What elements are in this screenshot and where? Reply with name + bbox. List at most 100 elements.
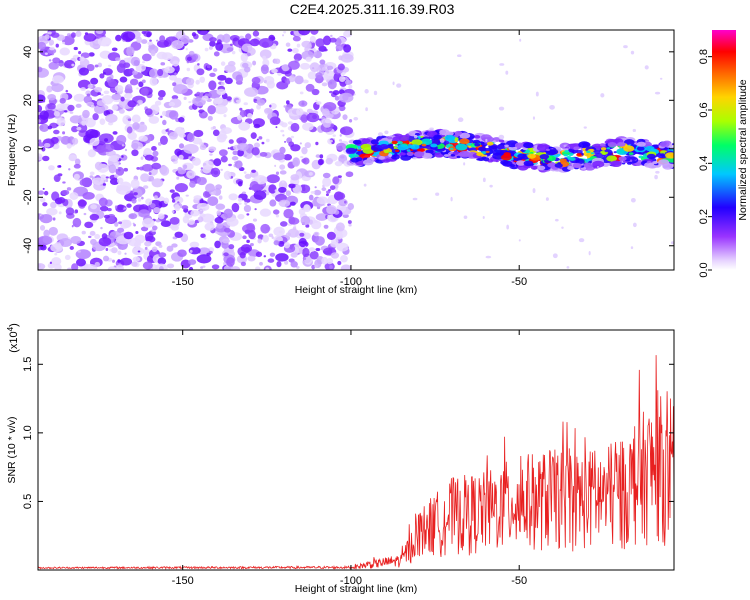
heatmap-cell <box>51 83 64 93</box>
heatmap-cell <box>659 141 670 148</box>
heatmap-cell <box>196 202 210 212</box>
heatmap-cell <box>246 239 250 243</box>
heatmap-cell <box>39 197 46 203</box>
heatmap-cell <box>176 176 180 180</box>
heatmap-cell <box>300 155 304 159</box>
heatmap-cell <box>251 169 256 173</box>
heatmap-cell <box>154 100 162 106</box>
heatmap-cell <box>284 140 286 143</box>
heatmap-cell <box>122 62 131 69</box>
snr-y-multiplier: (x104) <box>6 323 20 353</box>
heatmap-cell <box>80 87 86 92</box>
heatmap-cell <box>117 227 125 233</box>
snr-y-axis-label: SNR (10 * v/v) <box>6 416 18 483</box>
heatmap-cell <box>246 223 255 231</box>
heatmap-cell <box>115 166 125 176</box>
heatmap-cell <box>301 207 304 211</box>
heatmap-cell <box>46 207 58 216</box>
heatmap-cell <box>142 261 153 270</box>
heatmap-cell <box>348 84 353 89</box>
heatmap-cell <box>321 108 330 117</box>
heatmap-cell <box>147 41 154 46</box>
heatmap-cell <box>237 197 243 202</box>
heatmap-cell <box>128 222 132 226</box>
heatmap-cell <box>315 154 321 158</box>
heatmap-cell <box>65 207 75 216</box>
heatmap-cell <box>239 109 247 118</box>
heatmap-cell <box>305 83 315 92</box>
heatmap-cell <box>282 34 285 37</box>
heatmap-cell <box>206 252 211 256</box>
heatmap-cell <box>190 209 200 217</box>
heatmap-cell <box>353 117 359 121</box>
heatmap-cell <box>42 155 50 162</box>
heatmap-cell <box>159 135 168 146</box>
heatmap-cell <box>170 155 179 162</box>
heatmap-cell <box>133 188 143 199</box>
heatmap-cell <box>458 150 471 158</box>
snr-frame <box>37 329 675 571</box>
heatmap-cell <box>142 248 151 255</box>
heatmap-cell <box>200 167 204 170</box>
heatmap-cell <box>108 155 120 163</box>
heatmap-cell <box>78 67 90 76</box>
heatmap-cell <box>78 50 82 55</box>
heatmap-cell <box>230 266 241 270</box>
heatmap-cell <box>126 46 135 57</box>
heatmap-cell <box>302 79 309 84</box>
heatmap-cell <box>400 152 406 156</box>
heatmap-cell <box>83 263 98 270</box>
heatmap-cell <box>157 89 166 98</box>
heatmap-cell <box>348 223 352 227</box>
heatmap-cell <box>128 213 138 220</box>
heatmap-cell <box>151 162 162 170</box>
heatmap-cell <box>335 44 344 52</box>
heatmap-cell <box>87 83 93 89</box>
heatmap-cell <box>410 144 420 150</box>
heatmap-cell <box>296 266 300 269</box>
heatmap-cell <box>199 76 206 83</box>
heatmap-cell <box>91 177 104 186</box>
heatmap-cell <box>457 54 462 58</box>
heatmap-cell <box>212 67 218 72</box>
heatmap-cell <box>214 104 228 115</box>
heatmap-cell <box>38 190 45 196</box>
heatmap-cell <box>443 154 449 157</box>
heatmap-cell <box>166 263 175 269</box>
heatmap-cell <box>287 121 293 125</box>
heatmap-cell <box>545 197 549 201</box>
heatmap-cell <box>334 95 340 101</box>
heatmap-cell <box>53 111 60 117</box>
heatmap-cell <box>610 160 622 168</box>
heatmap-cell <box>249 38 260 47</box>
heatmap-cell <box>583 126 587 129</box>
heatmap-cell <box>482 216 485 219</box>
heatmap-cell <box>391 140 398 145</box>
heatmap-cell <box>430 143 438 148</box>
heatmap-cell <box>288 75 296 83</box>
heatmap-cell <box>127 100 137 108</box>
heatmap-cell <box>39 110 49 120</box>
heatmap-cell <box>94 161 103 171</box>
heatmap-cell <box>242 235 247 240</box>
colorbar-ticks: 0.0 0.2 0.4 0.6 0.8 <box>698 49 712 278</box>
heatmap-cell <box>236 137 247 145</box>
heatmap-cell <box>105 113 118 123</box>
heatmap-cell <box>94 233 101 240</box>
heatmap-cell <box>132 256 141 262</box>
heatmap-cell <box>301 158 307 163</box>
heatmap-cell <box>527 153 536 159</box>
heatmap-cell <box>635 162 642 166</box>
heatmap-cell <box>360 143 372 150</box>
heatmap-cell <box>107 160 114 166</box>
heatmap-cell <box>42 202 48 207</box>
heatmap-cell <box>546 155 557 162</box>
heatmap-cell <box>561 226 564 229</box>
heatmap-cell <box>120 257 133 266</box>
heatmap-cell <box>292 36 301 42</box>
heatmap-cell <box>186 67 191 72</box>
heatmap-cell <box>505 70 509 75</box>
heatmap-cell <box>132 122 140 130</box>
heatmap-cell <box>183 143 199 154</box>
heatmap-cell <box>38 105 43 113</box>
